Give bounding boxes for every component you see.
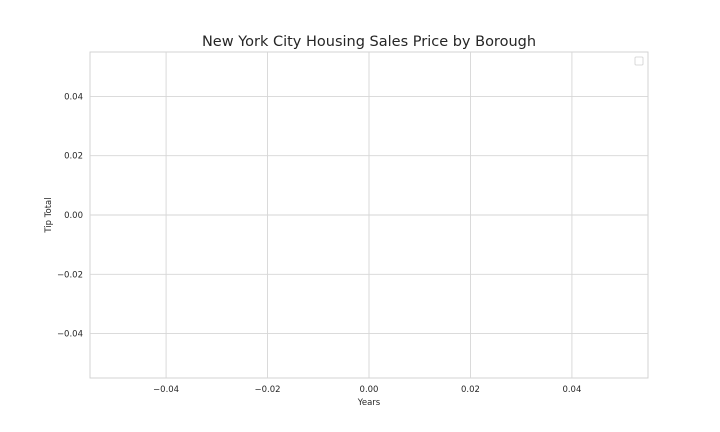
x-tick-label: 0.02: [461, 385, 480, 395]
legend-box: [634, 56, 644, 66]
x-tick-label: −0.04: [153, 385, 179, 395]
x-tick-labels: −0.04 −0.02 0.00 0.02 0.04: [153, 385, 581, 395]
y-tick-label: 0.00: [64, 211, 83, 221]
y-tick-label: −0.02: [57, 270, 83, 280]
y-axis-label: Tip Total: [44, 197, 54, 233]
x-tick-label: 0.00: [360, 385, 379, 395]
chart-title: New York City Housing Sales Price by Bor…: [202, 34, 536, 50]
x-tick-label: 0.04: [562, 385, 581, 395]
x-tick-label: −0.02: [255, 385, 281, 395]
y-tick-labels: −0.04 −0.02 0.00 0.02 0.04: [57, 92, 83, 339]
x-axis-label: Years: [357, 398, 381, 408]
grid: [90, 52, 648, 378]
y-tick-label: 0.02: [64, 152, 83, 162]
y-tick-label: 0.04: [64, 92, 83, 102]
y-tick-label: −0.04: [57, 330, 83, 340]
